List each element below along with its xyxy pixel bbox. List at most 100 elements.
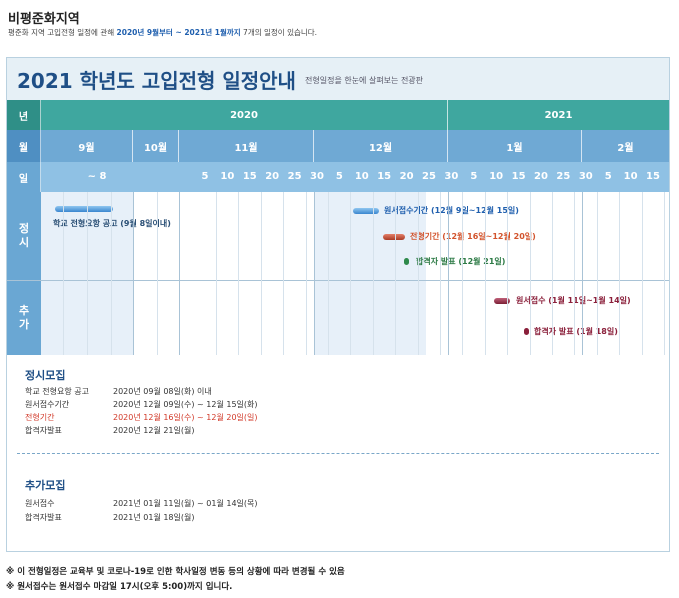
week-grid-line xyxy=(157,192,158,355)
day-tick-label: 30 xyxy=(310,171,324,182)
day-grid-line xyxy=(664,192,665,355)
year-row: 년 2020 2021 xyxy=(7,100,669,130)
additional-row-value: 2021년 01월 11일(월) ~ 01월 14일(목) xyxy=(113,499,258,508)
details-divider xyxy=(17,453,659,454)
add-announce-event-label: 합격자 발표 (1월 18일) xyxy=(534,327,618,336)
year-2021: 2021 xyxy=(544,109,573,121)
day-grid-line xyxy=(283,192,284,355)
dec-shade xyxy=(314,192,426,355)
section-additional-label: 추 가 xyxy=(7,281,41,355)
additional-row-key: 원서접수 xyxy=(25,499,55,508)
regular-row-key: 원서접수기간 xyxy=(25,400,70,409)
month-grid-line xyxy=(314,192,315,355)
day-tick-label: 15 xyxy=(646,171,660,182)
screening-event-label: 전형기간 (12월 16일~12월 20일) xyxy=(410,232,536,241)
page-description: 평준화 지역 고입전형 일정에 관해 2020년 9월부터 ~ 2021년 1월… xyxy=(8,27,317,38)
month-sep: 9월 xyxy=(41,130,133,162)
day-grid-line xyxy=(507,192,508,355)
day-grid-line xyxy=(350,192,351,355)
guide-bar xyxy=(55,206,113,212)
banner-title: 2021 학년도 고입전형 일정안내 xyxy=(17,69,296,93)
announce-dot xyxy=(404,258,409,265)
week-grid-line xyxy=(87,192,88,355)
additional-row-key: 합격자발표 xyxy=(25,513,62,522)
section-regular-label: 정 시 xyxy=(7,192,41,280)
additional-row: 합격자발표 2021년 01월 18일(월) xyxy=(25,512,195,523)
schedule-body: 정 시 추 가 학교 전형요항 공고 (9월 8일이내) 원서접수기간 (12월… xyxy=(7,192,669,355)
day-tick-label: 20 xyxy=(399,171,414,182)
day-grid-line xyxy=(395,192,396,355)
regular-row-key: 학교 전형요항 공고 xyxy=(25,387,89,396)
day-grid-line xyxy=(597,192,598,355)
day-tick-label: 30 xyxy=(578,171,593,182)
day-tick-label: 10 xyxy=(354,171,369,182)
regular-row: 원서접수기간 2020년 12월 09일(수) ~ 12월 15일(화) xyxy=(25,399,258,410)
day-grid-line xyxy=(418,192,419,355)
month-grid-line xyxy=(448,192,449,355)
day-tick-label: 15 xyxy=(377,171,392,182)
day-tick-label: 15 xyxy=(511,171,526,182)
day-grid-line xyxy=(440,192,441,355)
description-prefix: 평준화 지역 고입전형 일정에 관해 xyxy=(8,28,115,37)
additional-row: 원서접수 2021년 01월 11일(월) ~ 01월 14일(목) xyxy=(25,498,258,509)
day-tick-label: 5 xyxy=(470,171,478,182)
page-title: 비평준화지역 xyxy=(8,12,80,27)
schedule-panel: 2021 학년도 고입전형 일정안내 전형일정을 한눈에 살펴보는 전광판 년 … xyxy=(6,57,670,552)
month-feb: 2월 xyxy=(617,142,634,154)
month-oct: 10월 xyxy=(133,130,179,162)
day-grid-line xyxy=(642,192,643,355)
regular-row: 전형기간 2020년 12월 16일(수) ~ 12월 20일(일) xyxy=(25,412,258,423)
regular-row-value: 2020년 09월 08일(화) 이내 xyxy=(113,387,212,396)
year-row-label: 년 xyxy=(7,100,41,130)
add-apply-bar xyxy=(494,298,510,304)
day-grid-line xyxy=(462,192,463,355)
month-nov: 11월 xyxy=(179,130,314,162)
month-dec: 12월 xyxy=(314,130,448,162)
day-grid-line xyxy=(216,192,217,355)
regular-row: 합격자발표 2020년 12월 21일(월) xyxy=(25,425,195,436)
month-row-label: 월 xyxy=(7,130,41,162)
regular-row: 학교 전형요항 공고 2020년 09월 08일(화) 이내 xyxy=(25,386,212,397)
announce-event-label: 합격자 발표 (12월 21일) xyxy=(416,257,506,266)
day-tick-label: 10 xyxy=(489,171,504,182)
day-grid-line xyxy=(306,192,307,355)
day-grid-line xyxy=(552,192,553,355)
month-grid-line xyxy=(179,192,180,355)
month-grid-line xyxy=(582,192,583,355)
apply-event-label: 원서접수기간 (12월 9일~12월 15일) xyxy=(384,206,519,215)
day-tick-label: 20 xyxy=(534,171,548,182)
description-highlight: 2020년 9월부터 ~ 2021년 1월까지 xyxy=(116,28,241,37)
day-grid-line xyxy=(574,192,575,355)
day-tick-label: 5 xyxy=(335,171,343,182)
day-tick-label: 15 xyxy=(242,171,257,182)
regular-title: 정시모집 xyxy=(25,369,66,382)
note-schedule-change: ※ 이 전형일정은 교육부 및 코로나-19로 인한 학사일정 변동 등의 상황… xyxy=(6,567,345,577)
banner-subtitle: 전형일정을 한눈에 살펴보는 전광판 xyxy=(305,76,424,85)
day-tick-label: 25 xyxy=(556,171,571,182)
regular-row-key: 전형기간 xyxy=(25,413,55,422)
regular-row-value: 2020년 12월 21일(월) xyxy=(113,426,195,435)
description-suffix: 7개의 일정이 있습니다. xyxy=(243,28,318,37)
schedule-banner: 2021 학년도 고입전형 일정안내 전형일정을 한눈에 살펴보는 전광판 xyxy=(7,58,669,101)
day-tick-label: 25 xyxy=(287,171,302,182)
week-grid-line xyxy=(111,192,112,355)
schedule-details: 정시모집 학교 전형요항 공고 2020년 09월 08일(화) 이내 원서접수기… xyxy=(7,355,669,551)
additional-title: 추가모집 xyxy=(25,479,66,492)
day-row: 일 ~ 8 5 10 15 20 25 30 5 10 15 20 25 30 5 10 15 20 25 30 5… xyxy=(7,162,669,192)
day-tick-label: 20 xyxy=(265,171,280,182)
note-deadline: ※ 원서접수는 원서접수 마감일 17시(오후 5:00)까지 입니다. xyxy=(6,582,233,592)
apply-bar xyxy=(353,208,379,214)
day-grid-line xyxy=(485,192,486,355)
regular-row-key: 합격자발표 xyxy=(25,426,62,435)
day-row-label: 일 xyxy=(7,162,41,192)
add-apply-event-label: 원서접수 (1월 11일~1월 14일) xyxy=(516,296,631,305)
day-grid-line xyxy=(619,192,620,355)
day-sept-range: ~ 8 xyxy=(87,171,107,182)
day-tick-label: 10 xyxy=(623,171,638,182)
year-2020: 2020 xyxy=(41,100,448,130)
day-tick-label: 25 xyxy=(422,171,436,182)
section-divider xyxy=(7,280,669,281)
day-tick-label: 5 xyxy=(201,171,209,182)
month-row: 월 9월 10월 11월 12월 1월 2월 xyxy=(7,130,669,162)
screening-bar xyxy=(383,234,405,240)
